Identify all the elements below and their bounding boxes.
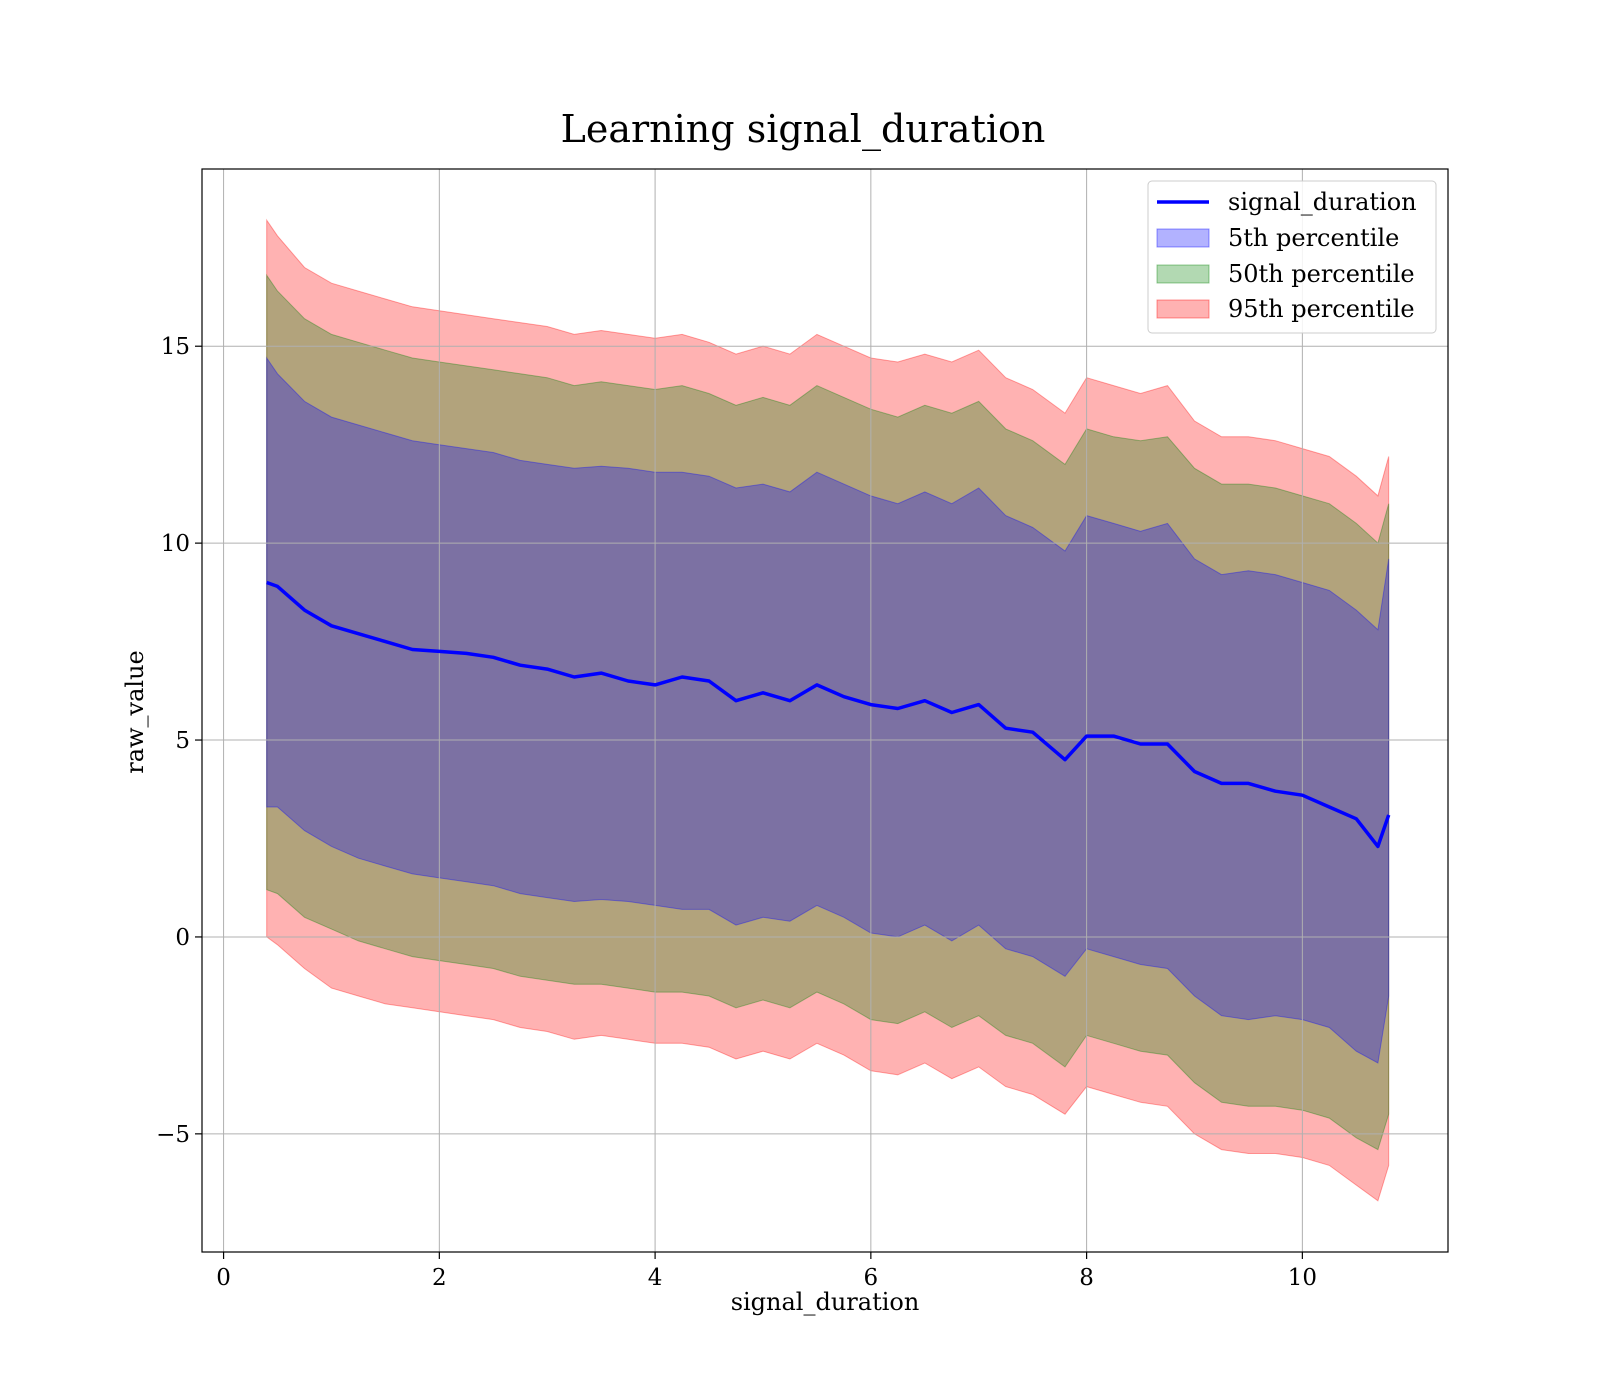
percentile-bands [266, 218, 1390, 1202]
band-50th [266, 273, 1390, 1151]
legend: signal_duration 5th percentile 50th perc… [1147, 180, 1437, 334]
legend-swatch-50th [1156, 264, 1210, 284]
series-line-group [266, 580, 1391, 849]
y-tick-label: 5 [175, 728, 190, 754]
series-line-signal-duration [266, 580, 1391, 849]
legend-swatch-95th [1156, 299, 1210, 319]
y-tick-label: 15 [161, 334, 190, 360]
x-axis-ticks: 0 2 4 6 8 10 [216, 1252, 1317, 1291]
legend-label-95th: 95th percentile [1228, 295, 1415, 323]
chart-title: Learning signal_duration [561, 107, 1046, 152]
y-tick-label: −5 [156, 1122, 190, 1148]
x-tick-label: 4 [648, 1265, 663, 1291]
y-tick-label: 0 [175, 925, 190, 951]
x-tick-label: 10 [1288, 1265, 1317, 1291]
legend-label-50th: 50th percentile [1228, 260, 1415, 288]
legend-swatch-5th [1156, 228, 1210, 248]
band-5th [266, 356, 1390, 1064]
y-axis-label: raw_value [121, 650, 149, 774]
x-tick-label: 2 [432, 1265, 447, 1291]
plot-frame [201, 168, 1449, 1253]
legend-label-signal-duration: signal_duration [1228, 188, 1417, 216]
grid [202, 169, 1448, 1252]
y-tick-label: 10 [161, 531, 190, 557]
legend-label-5th: 5th percentile [1228, 224, 1399, 252]
band-95th [266, 218, 1390, 1202]
x-tick-label: 8 [1079, 1265, 1094, 1291]
x-tick-label: 0 [216, 1265, 231, 1291]
legend-box [1147, 180, 1437, 334]
y-axis-ticks: −5 0 5 10 15 [156, 334, 202, 1148]
x-axis-label: signal_duration [731, 1288, 920, 1316]
x-tick-label: 6 [864, 1265, 879, 1291]
